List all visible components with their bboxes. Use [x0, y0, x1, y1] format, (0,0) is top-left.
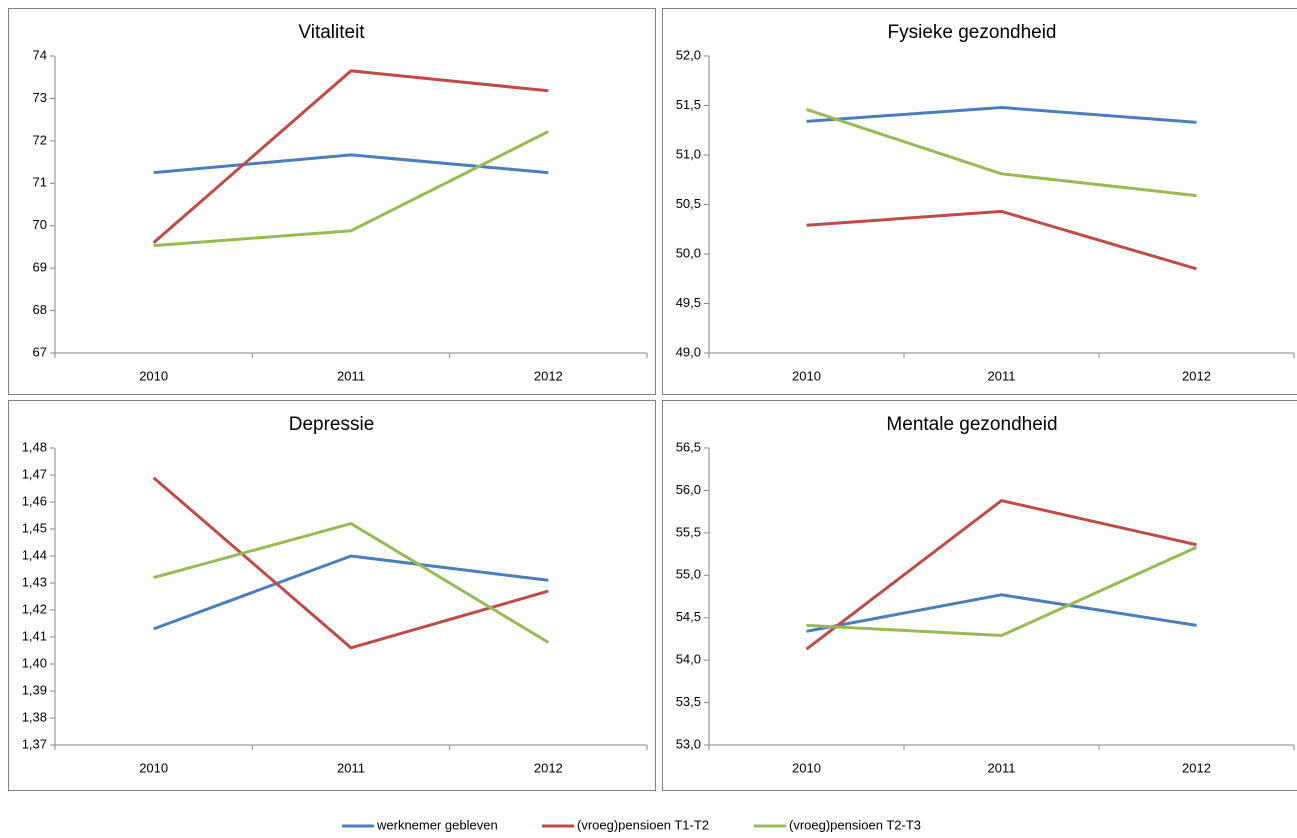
- legend-label: werknemer gebleven: [376, 817, 498, 832]
- y-tick-label: 53,0: [676, 736, 701, 751]
- y-tick-label: 1,44: [22, 547, 47, 562]
- x-tick-label: 2012: [1182, 368, 1211, 383]
- y-tick-label: 1,39: [22, 682, 47, 697]
- series-line: [153, 554, 549, 631]
- y-tick-label: 1,45: [22, 520, 47, 535]
- y-tick-label: 49,0: [676, 344, 701, 359]
- y-tick-label: 1,37: [22, 736, 47, 751]
- chart-title: Mentale gezondheid: [886, 414, 1057, 435]
- chart-title: Fysieke gezondheid: [888, 22, 1057, 43]
- y-tick-label: 54,0: [676, 652, 701, 667]
- series-line: [153, 153, 549, 175]
- series-line: [152, 476, 549, 650]
- y-tick-label: 1,40: [22, 655, 47, 670]
- y-tick-label: 50,5: [676, 196, 701, 211]
- y-tick-label: 71: [33, 175, 47, 190]
- legend-label: (vroeg)pensioen T2-T3: [789, 817, 921, 832]
- y-tick-label: 55,0: [676, 567, 701, 582]
- x-tick-label: 2011: [337, 760, 365, 775]
- series-line: [806, 209, 1197, 271]
- x-tick-label: 2012: [534, 760, 563, 775]
- series-line: [153, 130, 550, 248]
- y-tick-label: 56,0: [676, 482, 701, 497]
- series-line: [806, 593, 1197, 633]
- panel: [8, 400, 656, 791]
- x-tick-label: 2012: [1182, 760, 1211, 775]
- x-tick-label: 2011: [988, 368, 1016, 383]
- y-tick-label: 53,5: [676, 694, 701, 709]
- legend-label: (vroeg)pensioen T1-T2: [577, 817, 709, 832]
- y-tick-label: 70: [33, 217, 47, 232]
- y-tick-label: 1,42: [22, 601, 47, 616]
- y-tick-label: 49,5: [676, 295, 701, 310]
- y-tick-label: 1,41: [22, 628, 47, 643]
- y-tick-label: 72: [33, 132, 47, 147]
- series-line: [805, 498, 1197, 651]
- y-tick-label: 1,38: [22, 709, 47, 724]
- chart-title: Vitaliteit: [298, 22, 365, 43]
- x-tick-label: 2010: [139, 368, 168, 383]
- y-tick-label: 1,48: [22, 439, 47, 454]
- panel: [662, 400, 1297, 791]
- panel: [8, 8, 656, 395]
- y-tick-label: 1,47: [22, 466, 47, 481]
- x-tick-label: 2011: [337, 368, 365, 383]
- x-tick-label: 2011: [988, 760, 1016, 775]
- x-tick-label: 2012: [534, 368, 563, 383]
- series-line: [806, 108, 1197, 198]
- y-tick-label: 56,5: [676, 439, 701, 454]
- y-tick-label: 67: [33, 344, 47, 359]
- series-line: [806, 105, 1197, 124]
- series-line: [153, 521, 550, 644]
- y-tick-label: 1,46: [22, 493, 47, 508]
- y-tick-label: 51,5: [676, 97, 701, 112]
- y-tick-label: 73: [33, 90, 47, 105]
- series-line: [152, 69, 549, 244]
- y-tick-label: 52,0: [676, 47, 701, 62]
- y-tick-label: 51,0: [676, 146, 701, 161]
- y-tick-label: 69: [33, 260, 47, 275]
- chart-title: Depressie: [289, 414, 375, 435]
- y-tick-label: 55,5: [676, 524, 701, 539]
- x-tick-label: 2010: [139, 760, 168, 775]
- y-tick-label: 1,43: [22, 574, 47, 589]
- panel: [662, 8, 1297, 395]
- y-tick-label: 68: [33, 302, 47, 317]
- y-tick-label: 74: [33, 47, 47, 62]
- x-tick-label: 2010: [792, 760, 821, 775]
- series-line: [806, 545, 1198, 638]
- x-tick-label: 2010: [792, 368, 821, 383]
- y-tick-label: 50,0: [676, 245, 701, 260]
- y-tick-label: 54,5: [676, 609, 701, 624]
